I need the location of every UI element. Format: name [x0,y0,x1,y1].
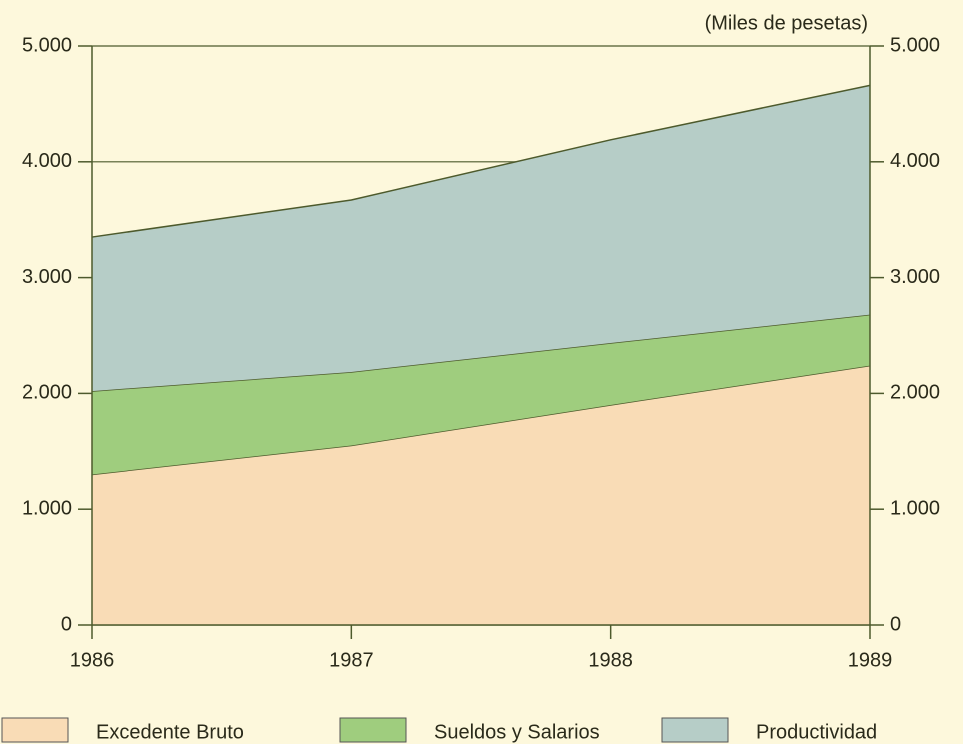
legend-swatch [661,717,729,743]
y-tick-label: 0 [61,613,72,635]
y2-tick-label: 3.000 [890,266,940,288]
y-tick-label: 4.000 [22,150,72,172]
y-tick-label: 3.000 [22,266,72,288]
legend-label: Excedente Bruto [96,721,244,743]
y2-tick-label: 5.000 [890,34,940,56]
x-tick-label: 1986 [70,649,115,671]
y-tick-label: 1.000 [22,497,72,519]
y-tick-label: 2.000 [22,382,72,404]
area [92,314,870,475]
y-tick-label: 5.000 [22,34,72,56]
legend-swatch [1,717,69,743]
x-tick-label: 1989 [848,649,893,671]
unit-annotation: (Miles de pesetas) [705,12,868,34]
y2-tick-label: 0 [890,613,901,635]
area-edge [91,84,871,238]
y2-tick-label: 2.000 [890,382,940,404]
legend-swatch [339,717,407,743]
area [92,85,870,392]
y2-tick-label: 1.000 [890,497,940,519]
legend-label: Sueldos y Salarios [434,721,600,743]
x-tick-label: 1988 [588,649,633,671]
area [92,365,870,625]
y2-tick-label: 4.000 [890,150,940,172]
x-tick-label: 1987 [329,649,374,671]
legend-label: Productividad [756,721,877,743]
